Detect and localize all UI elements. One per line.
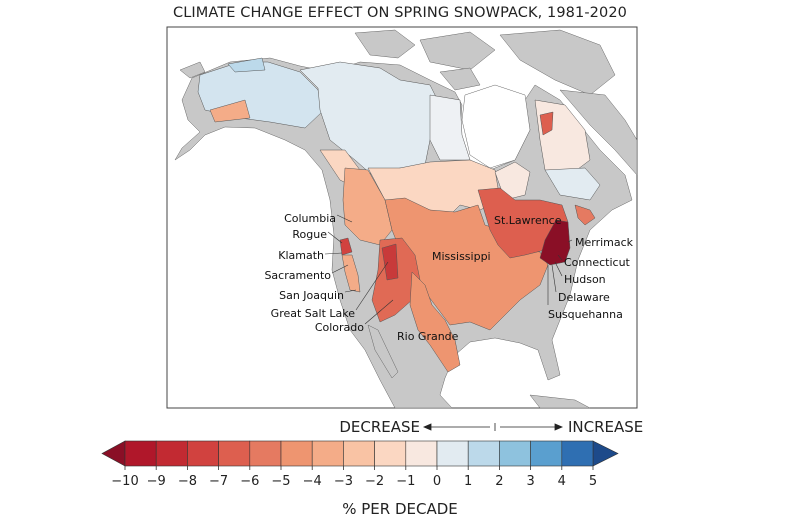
label-susquehanna: Susquehanna [548, 308, 623, 321]
increase-label: INCREASE [568, 418, 643, 436]
colorbar-segment [374, 440, 407, 467]
colorbar-segment [499, 440, 531, 467]
label-rio-grande: Rio Grande [397, 330, 459, 343]
colorbar-tick-label: −10 [111, 474, 138, 489]
colorbar-tick-label: −2 [365, 474, 384, 489]
colorbar-segment [436, 440, 469, 467]
basin-alaska-south [209, 99, 251, 123]
label-connecticut: Connecticut [564, 256, 631, 269]
basins [197, 57, 601, 373]
colorbar-segment [249, 440, 282, 467]
basin-rio-grande [409, 271, 461, 373]
basin-klamath [339, 237, 353, 256]
colorbar-tick-label: −4 [303, 474, 322, 489]
colorbar-tick-label: −5 [271, 474, 290, 489]
label-great-salt-lake: Great Salt Lake [271, 307, 356, 320]
colorbar-tick-label: −1 [396, 474, 415, 489]
label-klamath: Klamath [278, 249, 324, 262]
colorbar-tick-label: 4 [558, 474, 566, 489]
colorbar-segment [218, 440, 251, 467]
label-hudson: Hudson [564, 273, 606, 286]
colorbar-segment [530, 440, 563, 467]
decrease-label: DECREASE [339, 418, 420, 436]
colorbar-tick-label: 3 [526, 474, 534, 489]
colorbar-over-arrow [592, 440, 619, 467]
colorbar-tick-label: −6 [240, 474, 259, 489]
unit-label: % PER DECADE [342, 500, 458, 518]
colorbar-tick-label: 5 [589, 474, 597, 489]
basin-alaska-north [227, 57, 266, 73]
basin-great-salt-lake [381, 243, 399, 281]
basin-labels [324, 214, 573, 325]
colorbar-segment [155, 440, 188, 467]
basin-labrador-red [539, 111, 554, 136]
basin-maine [574, 204, 596, 226]
colorbar-segment [280, 440, 313, 467]
label-delaware: Delaware [558, 291, 610, 304]
colorbar-segment [124, 440, 157, 467]
colorbar-tick-label: 1 [464, 474, 472, 489]
hudson-bay [461, 84, 531, 169]
basin-quebec [544, 167, 601, 201]
colorbar-legend: DECREASE INCREASE −10 −9 −8 −7 −6 −5 −4 −3 −2 −1 0… [101, 418, 643, 518]
label-san-joaquin: San Joaquin [279, 289, 344, 302]
direction-arrows [422, 423, 564, 431]
colorbar-segment [311, 440, 344, 467]
colorbar-tick-label: 0 [433, 474, 441, 489]
basin-northeast [539, 219, 571, 266]
colorbar-segment [343, 440, 375, 467]
colorbar-tick-label: 2 [495, 474, 503, 489]
colorbar-tick-label: −9 [147, 474, 166, 489]
colorbar-under-arrow [101, 440, 126, 467]
label-colorado: Colorado [315, 321, 364, 334]
label-merrimack: Merrimack [575, 236, 634, 249]
map-title: CLIMATE CHANGE EFFECT ON SPRING SNOWPACK… [173, 5, 627, 21]
label-columbia: Columbia [284, 212, 336, 225]
label-mississippi: Mississippi [432, 250, 491, 263]
colorbar-segment [187, 440, 219, 467]
colorbar-segment [467, 440, 500, 467]
colorbar: −10 −9 −8 −7 −6 −5 −4 −3 −2 −1 0 1 2 3 4 5 [101, 440, 619, 489]
colorbar-segment [561, 440, 594, 467]
colorbar-tick-label: −8 [178, 474, 197, 489]
label-sacramento: Sacramento [264, 269, 331, 282]
label-rogue: Rogue [292, 228, 327, 241]
colorbar-segment [405, 440, 438, 467]
colorbar-tick-label: −7 [209, 474, 228, 489]
label-st-lawrence: St.Lawrence [494, 214, 562, 227]
colorbar-tick-label: −3 [334, 474, 353, 489]
basin-sacramento [341, 254, 361, 293]
